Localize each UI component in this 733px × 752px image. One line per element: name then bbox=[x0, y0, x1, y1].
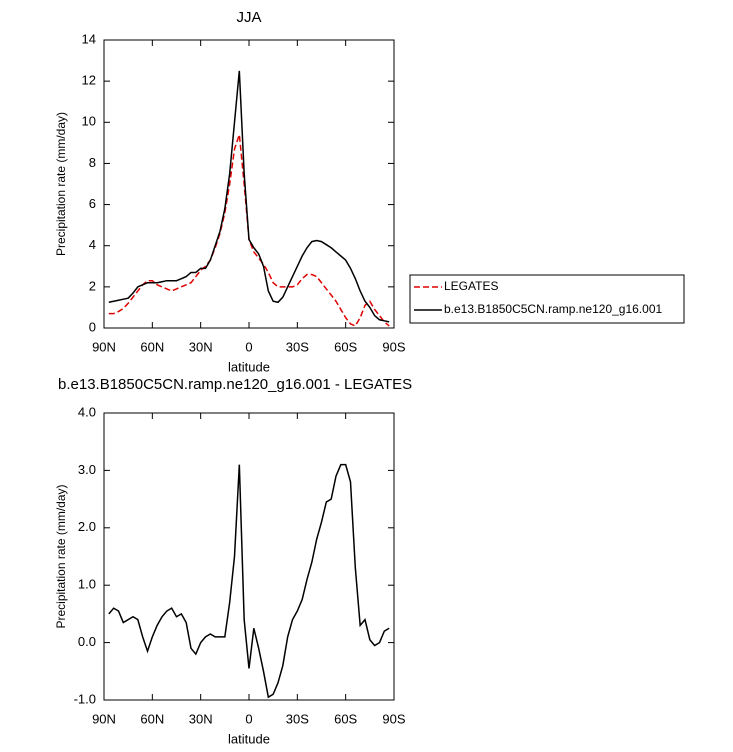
y-tick-label: 10 bbox=[82, 114, 96, 129]
y-tick-label: 1.0 bbox=[78, 577, 96, 592]
x-axis-label: latitude bbox=[228, 359, 270, 374]
x-tick-label: 60N bbox=[140, 711, 164, 726]
x-tick-label: 90N bbox=[92, 711, 116, 726]
y-axis-label: Precipitation rate (mm/day) bbox=[54, 112, 68, 256]
chart-title: b.e13.B1850C5CN.ramp.ne120_g16.001 - LEG… bbox=[58, 376, 412, 393]
y-tick-label: 4.0 bbox=[78, 404, 96, 419]
y-tick-label: 4 bbox=[89, 237, 96, 252]
data-line bbox=[108, 463, 390, 699]
x-tick-label: 30N bbox=[189, 711, 213, 726]
y-tick-label: 3.0 bbox=[78, 462, 96, 477]
y-tick-label: 0.0 bbox=[78, 634, 96, 649]
x-tick-label: 30N bbox=[189, 339, 213, 354]
y-tick-label: 2.0 bbox=[78, 519, 96, 534]
y-tick-label: 6 bbox=[89, 196, 96, 211]
x-tick-label: 30S bbox=[286, 711, 309, 726]
x-tick-label: 90S bbox=[382, 339, 405, 354]
x-tick-label: 60S bbox=[334, 339, 357, 354]
y-tick-label: 14 bbox=[82, 31, 96, 46]
x-tick-label: 90S bbox=[382, 711, 405, 726]
legend-label: b.e13.B1850C5CN.ramp.ne120_g16.001 bbox=[444, 302, 662, 316]
x-tick-label: 30S bbox=[286, 339, 309, 354]
x-tick-label: 60S bbox=[334, 711, 357, 726]
plot-frame bbox=[103, 412, 395, 701]
y-axis-label: Precipitation rate (mm/day) bbox=[54, 484, 68, 628]
y-tick-label: 2 bbox=[89, 278, 96, 293]
y-tick-label: -1.0 bbox=[74, 691, 96, 706]
x-tick-label: 90N bbox=[92, 339, 116, 354]
y-tick-label: 8 bbox=[89, 155, 96, 170]
y-tick-label: 0 bbox=[89, 319, 96, 334]
x-tick-label: 0 bbox=[245, 711, 252, 726]
x-tick-label: 0 bbox=[245, 339, 252, 354]
legend-box bbox=[409, 274, 685, 324]
x-tick-label: 60N bbox=[140, 339, 164, 354]
y-tick-label: 12 bbox=[82, 73, 96, 88]
data-line bbox=[108, 70, 390, 323]
chart-title: JJA bbox=[236, 9, 261, 26]
legend-label: LEGATES bbox=[444, 279, 498, 293]
plot-frame bbox=[103, 39, 395, 329]
x-axis-label: latitude bbox=[228, 731, 270, 746]
